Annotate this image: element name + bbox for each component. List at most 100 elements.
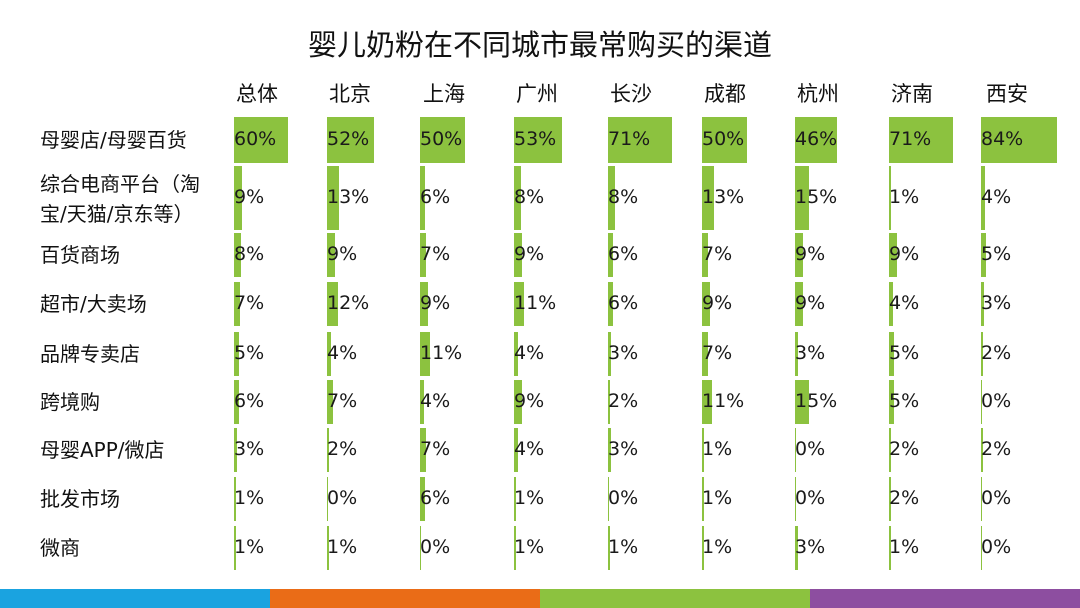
bar — [327, 166, 339, 230]
value-label: 9% — [420, 292, 451, 314]
bar — [608, 117, 673, 163]
bar — [608, 282, 614, 326]
row-label: 百货商场 — [40, 242, 120, 267]
table-cell: 3% — [234, 428, 314, 472]
table-cell: 1% — [702, 526, 782, 570]
value-label: 1% — [889, 536, 920, 558]
table-cell: 53% — [514, 117, 594, 163]
value-label: 9% — [327, 243, 358, 265]
value-label: 15% — [795, 390, 838, 412]
column-header: 成都 — [704, 82, 746, 106]
table-cell: 52% — [327, 117, 407, 163]
value-label: 7% — [702, 243, 733, 265]
bar — [702, 282, 711, 326]
table-cell: 1% — [702, 428, 782, 472]
value-label: 9% — [795, 243, 826, 265]
table-cell: 5% — [981, 233, 1061, 277]
row-label: 综合电商平台（淘 — [40, 172, 200, 196]
bar — [514, 526, 516, 570]
bar — [234, 380, 240, 424]
value-label: 3% — [795, 342, 826, 364]
row-label: 超市/大卖场 — [40, 291, 147, 316]
table-cell: 1% — [889, 526, 969, 570]
table-cell: 4% — [420, 380, 500, 424]
value-label: 53% — [514, 128, 557, 150]
value-label: 6% — [420, 487, 451, 509]
table-cell: 11% — [420, 332, 500, 376]
value-label: 9% — [234, 186, 265, 208]
value-label: 9% — [795, 292, 826, 314]
value-label: 13% — [702, 186, 745, 208]
value-label: 9% — [889, 243, 920, 265]
value-label: 12% — [327, 292, 370, 314]
value-label: 60% — [234, 128, 277, 150]
table-cell: 13% — [327, 166, 407, 230]
table-cell: 1% — [889, 166, 969, 230]
bar — [234, 526, 236, 570]
table-cell: 7% — [702, 332, 782, 376]
bar — [981, 380, 982, 424]
value-label: 0% — [981, 487, 1012, 509]
value-label: 71% — [889, 128, 932, 150]
value-label: 4% — [514, 438, 545, 460]
row-label: 母婴APP/微店 — [40, 437, 165, 462]
value-label: 9% — [702, 292, 733, 314]
bar — [889, 282, 893, 326]
value-label: 7% — [234, 292, 265, 314]
table-cell: 15% — [795, 380, 875, 424]
value-label: 1% — [234, 536, 265, 558]
table-cell: 0% — [795, 428, 875, 472]
table-cell: 9% — [234, 166, 314, 230]
table-cell: 6% — [608, 282, 688, 326]
table-cell: 1% — [234, 477, 314, 521]
bar — [420, 332, 430, 376]
column-headers: 总体 北京 上海 广州 长沙 成都 杭州 济南 西安 — [0, 78, 1080, 108]
bar — [608, 428, 611, 472]
table-cell: 9% — [514, 233, 594, 277]
table-cell: 2% — [889, 477, 969, 521]
bar — [327, 428, 329, 472]
value-label: 3% — [608, 438, 639, 460]
table-cell: 3% — [608, 428, 688, 472]
table-cell: 4% — [981, 166, 1061, 230]
value-label: 1% — [327, 536, 358, 558]
table-cell: 9% — [795, 233, 875, 277]
row-label: 宝/天猫/京东等） — [40, 202, 194, 226]
value-label: 0% — [981, 536, 1012, 558]
column-header: 广州 — [516, 82, 558, 106]
table-cell: 3% — [608, 332, 688, 376]
bar — [608, 526, 610, 570]
value-label: 0% — [420, 536, 451, 558]
bar — [889, 332, 894, 376]
bar — [981, 332, 983, 376]
table-cell: 2% — [981, 332, 1061, 376]
bar — [234, 282, 241, 326]
table-cell: 9% — [420, 282, 500, 326]
table-cell: 5% — [889, 380, 969, 424]
bar — [420, 526, 421, 570]
bar — [420, 380, 424, 424]
row-label: 品牌专卖店 — [40, 341, 140, 366]
bar — [514, 117, 562, 163]
stripe-segment — [540, 589, 810, 608]
bar — [234, 332, 239, 376]
value-label: 4% — [889, 292, 920, 314]
bar — [795, 428, 796, 472]
bar — [514, 477, 516, 521]
table-cell: 7% — [234, 282, 314, 326]
value-label: 71% — [608, 128, 651, 150]
bar — [889, 428, 891, 472]
table-cell: 1% — [514, 526, 594, 570]
table-cell: 50% — [420, 117, 500, 163]
bar — [702, 526, 704, 570]
bar — [420, 282, 429, 326]
value-label: 15% — [795, 186, 838, 208]
value-label: 7% — [702, 342, 733, 364]
table-cell: 7% — [327, 380, 407, 424]
value-label: 52% — [327, 128, 370, 150]
table-cell: 3% — [795, 332, 875, 376]
bar — [514, 166, 522, 230]
value-label: 0% — [795, 438, 826, 460]
value-label: 6% — [420, 186, 451, 208]
table-cell: 1% — [608, 526, 688, 570]
